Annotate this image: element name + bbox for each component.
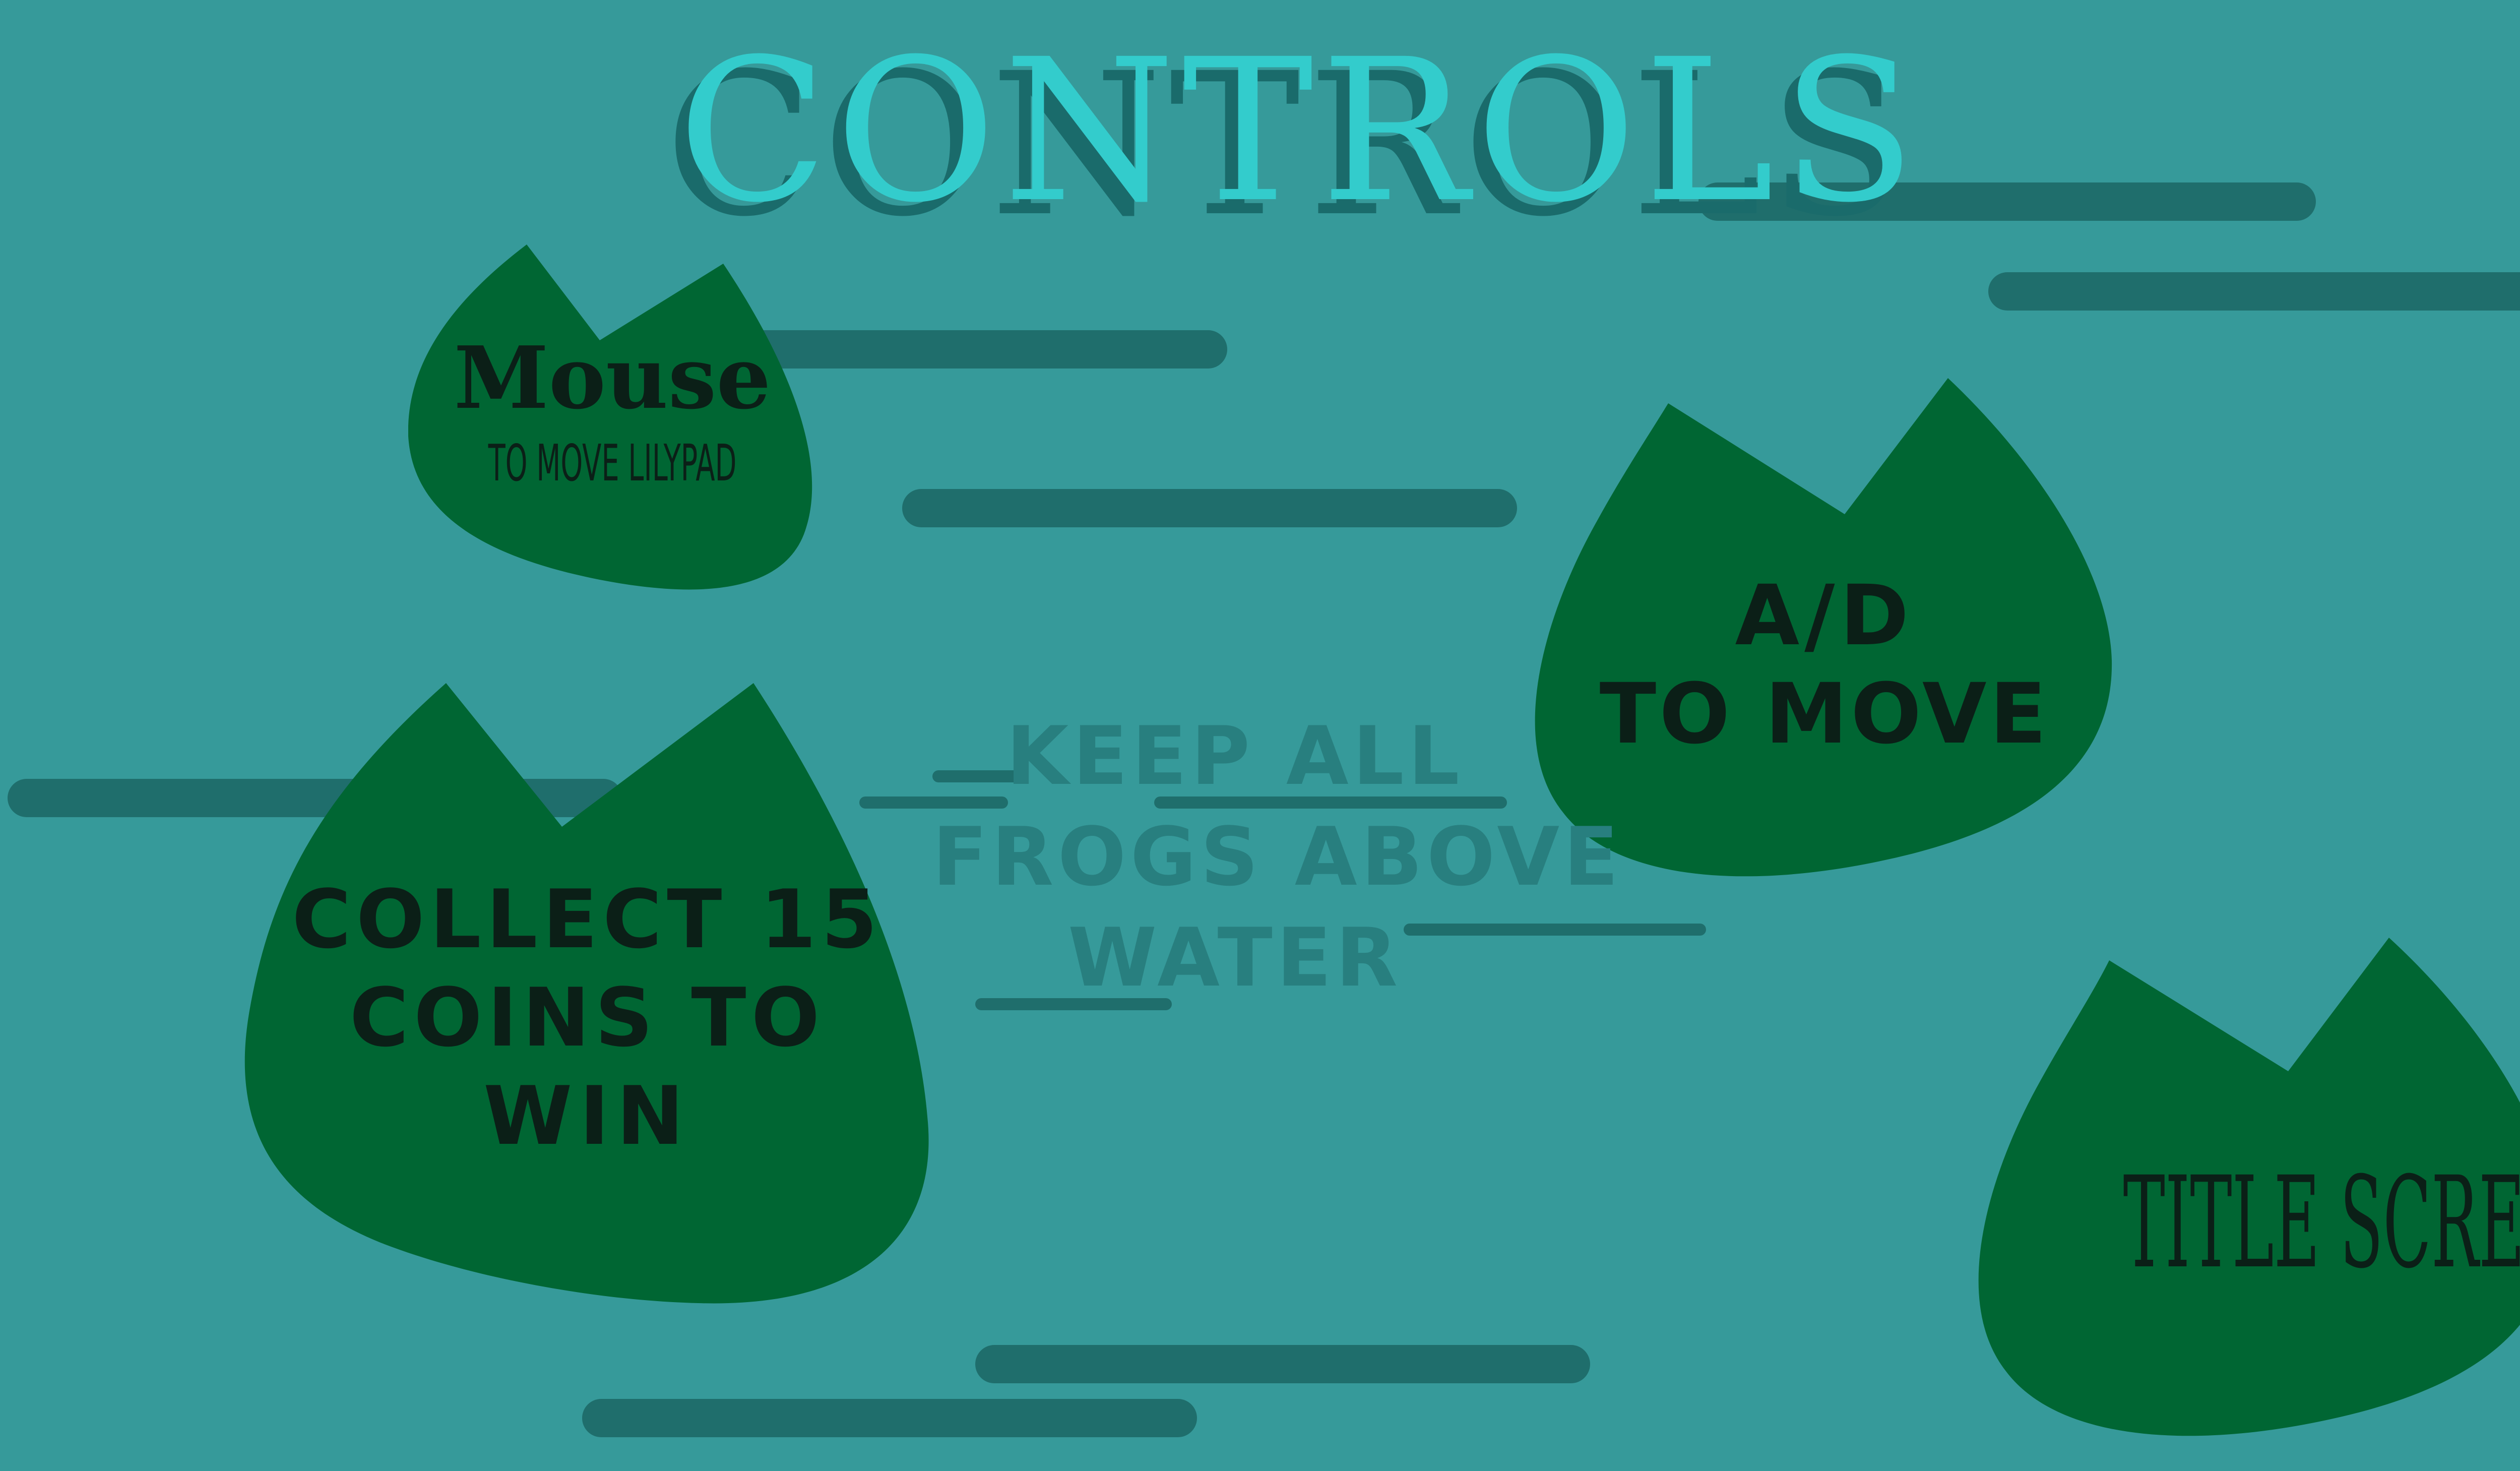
- lilypad-coins: COLLECT 15 COINS TO WIN: [244, 683, 930, 1308]
- lilypad-icon: [408, 244, 812, 590]
- controls-title-shadow: CONTROLS: [664, 31, 1910, 260]
- lilypad-ad: A/D TO MOVE: [1535, 378, 2114, 877]
- lilypad-icon: [1978, 938, 2520, 1436]
- controls-title: CONTROLS CONTROLS: [444, 17, 2157, 256]
- objective-line-1: KEEP ALL: [1006, 709, 1464, 803]
- water-ripple: [902, 489, 1517, 527]
- water-ripple: [1698, 182, 2316, 221]
- water-ripple: [975, 998, 1172, 1010]
- water-ripple: [932, 770, 1021, 782]
- ad-action: TO MOVE: [1599, 665, 2050, 762]
- title-screen-label: TITLE SCREEN: [2123, 1149, 2520, 1296]
- lilypad-icon: [1535, 378, 2112, 877]
- water-ripple: [1404, 924, 1706, 936]
- water-ripple: [582, 1399, 1197, 1437]
- ad-keys: A/D: [1735, 567, 1914, 664]
- coins-line-2: COINS TO: [349, 970, 825, 1065]
- coins-line-1: COLLECT 15: [292, 872, 883, 966]
- mouse-heading: Mouse: [454, 328, 771, 428]
- lilypad-mouse: Mouse TO MOVE LILYPAD: [408, 244, 816, 592]
- controls-title-text: CONTROLS: [677, 17, 1923, 246]
- water-ripple: [1154, 796, 1507, 809]
- title-screen-button[interactable]: TITLE SCREEN: [1978, 938, 2520, 1437]
- coins-line-3: WIN: [483, 1069, 691, 1163]
- water-ripple: [975, 1345, 1590, 1383]
- lilypad-icon: [244, 683, 929, 1304]
- water-ripple: [1988, 272, 2520, 311]
- objective-line-3: WATER: [1067, 910, 1402, 1005]
- objective-message: KEEP ALL FROGS ABOVE WATER: [932, 706, 1623, 1008]
- water-ripple: [859, 796, 1008, 809]
- mouse-subtext: TO MOVE LILYPAD: [488, 434, 737, 493]
- objective-line-2: FROGS ABOVE: [932, 810, 1623, 904]
